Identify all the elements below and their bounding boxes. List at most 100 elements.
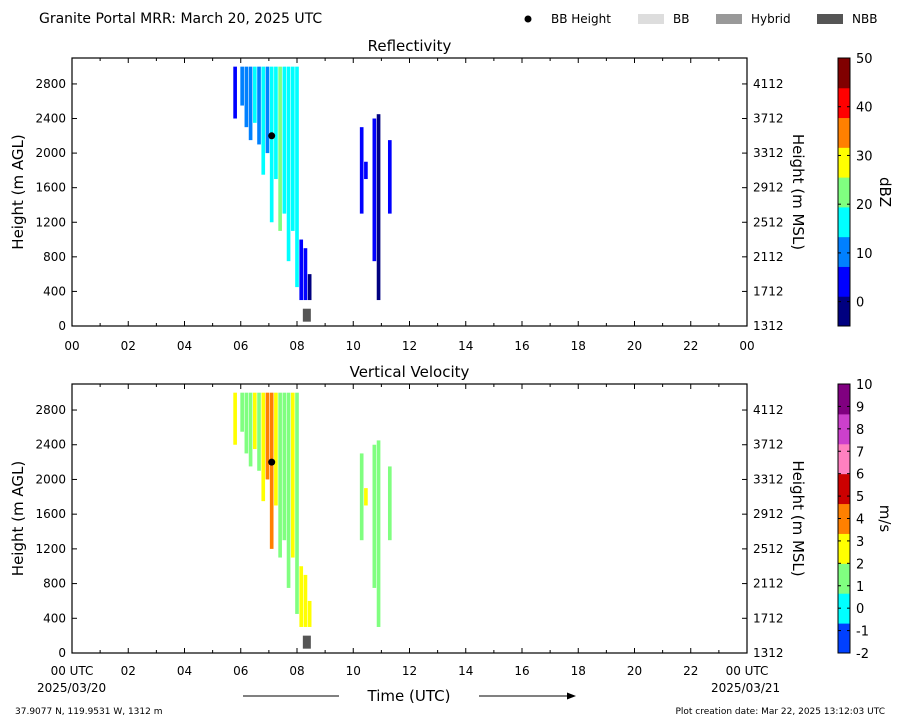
echo-column [261, 66, 266, 175]
x-tick-label: 22 [683, 339, 698, 353]
colorbar-segment [838, 58, 850, 89]
colorbar-tick-label: 20 [856, 198, 873, 213]
y-axis-label: Height (m AGL) [9, 134, 27, 249]
legend-bb-height-marker [524, 15, 532, 23]
y2-tick-label: 1712 [753, 611, 784, 625]
colorbar-segment [838, 266, 850, 297]
legend-swatch [716, 14, 742, 24]
legend-label: NBB [852, 12, 877, 26]
x-tick-label: 18 [571, 664, 586, 678]
legend-swatch [638, 14, 664, 24]
echo-column [248, 66, 253, 141]
x-tick-label: 12 [402, 339, 417, 353]
x-tick-label: 16 [514, 664, 529, 678]
y2-tick-label: 2112 [753, 250, 784, 264]
echo-column [240, 392, 244, 432]
y-tick-label: 1600 [35, 507, 66, 521]
echo-column [372, 444, 377, 588]
y-tick-label: 1200 [35, 542, 66, 556]
echo-column [278, 66, 282, 231]
colorbar-segment [838, 503, 850, 534]
echo-column [269, 66, 274, 223]
echo-column [303, 248, 308, 301]
echo-column [248, 392, 253, 467]
colorbar-segment [838, 384, 850, 415]
y-tick-label: 0 [58, 319, 66, 333]
y-tick-label: 0 [58, 646, 66, 660]
x-tick-label: 04 [177, 339, 192, 353]
location-text: 37.9077 N, 119.9531 W, 1312 m [15, 707, 163, 717]
y2-tick-label: 3712 [753, 112, 784, 126]
echo-column [307, 600, 312, 627]
echo-column [265, 66, 270, 154]
legend-label: Hybrid [751, 12, 791, 26]
y-tick-label: 2400 [35, 438, 66, 452]
colorbar-segment [838, 473, 850, 505]
x-tick-label: 10 [346, 339, 361, 353]
echo-column [244, 66, 249, 128]
colorbar-segment [838, 443, 850, 475]
y-tick-label: 2800 [35, 77, 66, 91]
x-tick-label: 10 [346, 664, 361, 678]
echo-column [233, 66, 237, 119]
echo-column [282, 392, 287, 541]
y2-tick-label: 1312 [753, 646, 784, 660]
y2-axis-label: Height (m MSL) [789, 134, 807, 250]
echo-column [376, 114, 381, 301]
y2-tick-label: 1312 [753, 319, 784, 333]
echo-column [244, 392, 249, 454]
legend-label: BB Height [551, 12, 611, 26]
x-tick-label: 14 [458, 339, 473, 353]
y2-tick-label: 1712 [753, 284, 784, 298]
y2-tick-label: 3312 [753, 146, 784, 160]
echo-column [376, 440, 381, 627]
echo-column [286, 66, 291, 262]
echo-column [387, 466, 392, 541]
echo-column [252, 392, 257, 450]
x-tick-label: 16 [514, 339, 529, 353]
y2-tick-label: 4112 [753, 403, 784, 417]
creation-date-text: Plot creation date: Mar 22, 2025 13:12:0… [675, 707, 885, 717]
x-tick-label: 06 [233, 664, 248, 678]
y-tick-label: 400 [43, 284, 66, 298]
echo-column [307, 274, 312, 301]
echo-column [257, 66, 261, 145]
x-tick-label: 22 [683, 664, 698, 678]
x-tick-label: 00 UTC [51, 664, 94, 678]
colorbar-tick-label: 10 [856, 378, 873, 393]
x-tick-label: 00 [64, 339, 79, 353]
colorbar-segment [838, 147, 850, 178]
y2-tick-label: 4112 [753, 77, 784, 91]
x-tick-label: 20 [627, 664, 642, 678]
x-tick-label: 00 UTC [726, 664, 769, 678]
echo-column [295, 392, 299, 614]
echo-column [269, 392, 274, 549]
colorbar-segment [838, 177, 850, 208]
y-tick-label: 1600 [35, 181, 66, 195]
echo-column [290, 66, 295, 231]
precip-type-marker [302, 308, 311, 322]
echo-column [274, 392, 278, 506]
echo-column [286, 392, 291, 588]
x-tick-label: 20 [627, 339, 642, 353]
plot-frame [71, 57, 748, 327]
colorbar-segment [838, 117, 850, 148]
colorbar-segment [838, 296, 850, 327]
legend-swatch [817, 14, 843, 24]
x-tick-label: 18 [571, 339, 586, 353]
colorbar-tick-label: -1 [856, 625, 869, 640]
echo-column [240, 66, 244, 106]
x-axis-label: Time (UTC) [367, 687, 451, 705]
legend: BB Height BB Hybrid NBB [524, 12, 877, 26]
legend-label: BB [673, 12, 689, 26]
y-tick-label: 400 [43, 611, 66, 625]
echo-column [299, 239, 304, 301]
colorbar-segment [838, 236, 850, 267]
x-tick-label: 08 [289, 339, 304, 353]
colorbar-tick-label: 4 [856, 513, 864, 528]
colorbar-tick-label: 0 [856, 602, 864, 617]
y2-axis-label: Height (m MSL) [789, 460, 807, 576]
colorbar-tick-label: 10 [856, 247, 873, 262]
echo-column [364, 488, 368, 506]
x-tick-label: 02 [121, 664, 136, 678]
